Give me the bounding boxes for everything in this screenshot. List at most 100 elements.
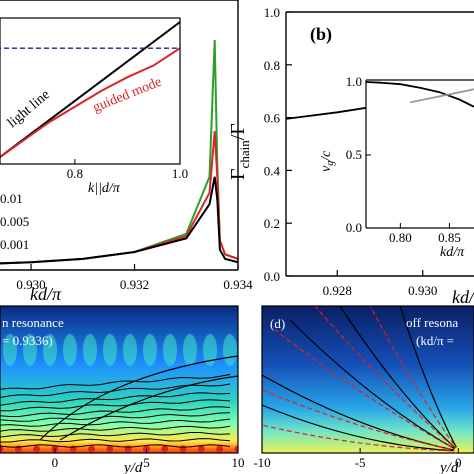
panel-b-inset-y-tick-label-1: 0.5 (346, 147, 362, 162)
panel-c-lobe-10 (203, 334, 217, 366)
panel-b-y-tick-label-4: 0.8 (264, 58, 280, 73)
panel-d-frame (261, 305, 474, 454)
y-label-gamma: Γchain/Γ (227, 123, 252, 180)
panel-c: n resonance = 0.9336) 0 5 10 y/d (0, 305, 245, 474)
panel-d-label: (d) (270, 316, 285, 331)
panel-c-x-tick-label-1: 5 (143, 455, 150, 470)
panel-d-field-line-dashed-0 (262, 424, 459, 452)
panel-a-inset-frame (0, 17, 181, 165)
panel-c-field-lobes (0, 334, 238, 453)
panel-c-x-tick-label-0: 0 (52, 455, 59, 470)
panel-c-x-ticks: 0 5 10 (52, 448, 245, 470)
panel-c-stream-line-3 (0, 425, 231, 433)
panel-b-x-tick-label-1: 0.930 (408, 283, 437, 298)
panel-d-field-line-dashed-2 (274, 329, 459, 452)
y-label-denominator: /Γ (227, 123, 249, 140)
panel-c-stream-line-upper-1 (39, 355, 238, 441)
panel-b-inset-series-1 (366, 81, 474, 108)
panel-c-stream-line-4 (0, 418, 231, 428)
panel-b-y-tick-label-2: 0.4 (264, 163, 281, 178)
panel-b: 0.0 0.2 0.4 0.6 0.8 1.0 0.928 0.930 (b) Γchain… (227, 5, 474, 307)
panel-c-source-5 (88, 445, 96, 453)
panel-b-y-ticks: 0.0 0.2 0.4 0.6 0.8 1.0 (264, 5, 292, 284)
panel-a-x-label: kd/π (30, 284, 62, 304)
panel-c-source-6 (106, 445, 114, 453)
panel-c-note-1: n resonance (2, 315, 64, 330)
panel-c-lobe-8 (163, 334, 177, 366)
panel-c-stream-line-upper-2 (59, 375, 238, 441)
panel-b-y-tick-label-5: 1.0 (264, 5, 280, 20)
panel-c-stream-line-7 (0, 399, 231, 412)
panel-c-note-2: = 0.9336) (2, 333, 53, 348)
panel-b-inset-x-tick-label-0: 0.80 (389, 230, 412, 245)
panel-b-inset-y-tick-label-0: 0.0 (346, 220, 362, 235)
panel-c-x-label: y/d (122, 460, 143, 474)
panel-d-x-label: y/d (438, 460, 459, 474)
panel-c-source-2 (33, 445, 41, 453)
panel-c-stream-line-5 (0, 412, 231, 423)
panel-c-lobe-1 (23, 334, 37, 366)
panel-d-x-ticks: -10 -5 0 (253, 448, 462, 470)
panel-b-x-ticks: 0.928 0.930 (323, 270, 437, 298)
panel-c-lobe-6 (123, 334, 137, 366)
panel-c-stream-line-8 (0, 392, 231, 406)
panel-d-x-tick-label-2: 0 (455, 455, 462, 470)
panel-a-inset: 0.8 1.0 k||d/π light line guided mode (0, 17, 188, 196)
panel-a-series-3 (0, 176, 238, 265)
panel-c-source-0 (0, 445, 4, 453)
panel-a: 0.930 0.932 0.934 kd/π 0.01 0.005 0.001 0.… (0, 0, 253, 304)
panel-a-inset-x-label: k||d/π (88, 181, 121, 196)
panel-c-x-tick-label-2: 10 (232, 455, 245, 470)
panel-c-stream-line-1 (0, 438, 231, 443)
panel-c-lobe-4 (83, 334, 97, 366)
panel-b-y-label: Γchain/Γ (227, 123, 252, 180)
panel-a-x-tick-label-1: 0.932 (120, 277, 149, 292)
panel-b-y-tick-label-1: 0.2 (264, 216, 280, 231)
panel-d: (d) off resona (kd/π = -10 -5 0 y/d (253, 305, 474, 474)
panel-b-inset-series-group (366, 81, 474, 108)
panel-c-lobe-3 (63, 334, 77, 366)
panel-a-inset-x-tick-label-1: 1.0 (172, 166, 188, 181)
panel-a-inset-x-tick-label-0: 0.8 (67, 166, 83, 181)
panel-b-inset: 0.0 0.5 1.0 0.80 0.85 vg/c kd/π (319, 74, 474, 260)
legend-entry-3: 0.001 (0, 237, 29, 252)
panel-d-x-tick-label-1: -5 (355, 455, 366, 470)
panel-b-inset-y-label: vg/c (319, 150, 336, 172)
panel-a-x-tick-label-0: 0.930 (16, 277, 45, 292)
panel-d-x-tick-label-0: -10 (253, 455, 270, 470)
panel-c-stream-line-6 (0, 406, 231, 418)
panel-a-x-tick-label-2: 0.934 (223, 277, 253, 292)
panel-c-lobe-5 (103, 334, 117, 366)
legend-entry-1: 0.01 (0, 191, 23, 206)
panel-b-inset-x-ticks: 0.80 0.85 (389, 223, 461, 245)
panel-b-inset-x-tick-label-1: 0.85 (438, 230, 461, 245)
panel-d-field-line-3 (339, 306, 459, 452)
panel-a-inset-series-group (0, 21, 180, 159)
panel-d-field-line-dashed-3 (314, 306, 459, 452)
panel-c-source-11 (197, 445, 205, 453)
panel-d-note-1: off resona (406, 315, 458, 330)
panel-c-lobe-7 (143, 334, 157, 366)
panel-b-inset-series-2 (410, 88, 474, 104)
panel-c-frame (0, 305, 239, 454)
panel-c-stream-lines (0, 355, 238, 448)
panel-b-inset-y-ticks: 0.0 0.5 1.0 (346, 74, 371, 235)
panel-b-y-tick-label-3: 0.6 (264, 111, 281, 126)
panel-b-x-tick-label-0: 0.928 (323, 283, 352, 298)
panel-d-field-line-0 (262, 404, 459, 452)
panel-d-stream-lines (262, 306, 463, 453)
panel-b-label: (b) (310, 24, 332, 45)
panel-a-inset-series-2 (0, 47, 180, 159)
panel-c-lobe-11 (223, 334, 237, 366)
panel-b-inset-x-label: kd/π (440, 245, 465, 260)
panel-b-inset-y-tick-label-2: 1.0 (346, 74, 362, 89)
panel-d-note-2: (kd/π = (416, 333, 454, 348)
panel-d-field-map (262, 306, 474, 453)
panel-d-field-line-dashed-1 (262, 389, 459, 452)
panel-a-x-ticks: 0.930 0.932 0.934 (16, 264, 253, 292)
y-label-subscript: chain (237, 140, 252, 169)
panel-d-field-line-4 (399, 306, 459, 452)
panel-c-lobe-2 (43, 334, 57, 366)
panel-d-field-line-dashed-4 (369, 306, 459, 452)
panel-c-source-9 (161, 445, 169, 453)
